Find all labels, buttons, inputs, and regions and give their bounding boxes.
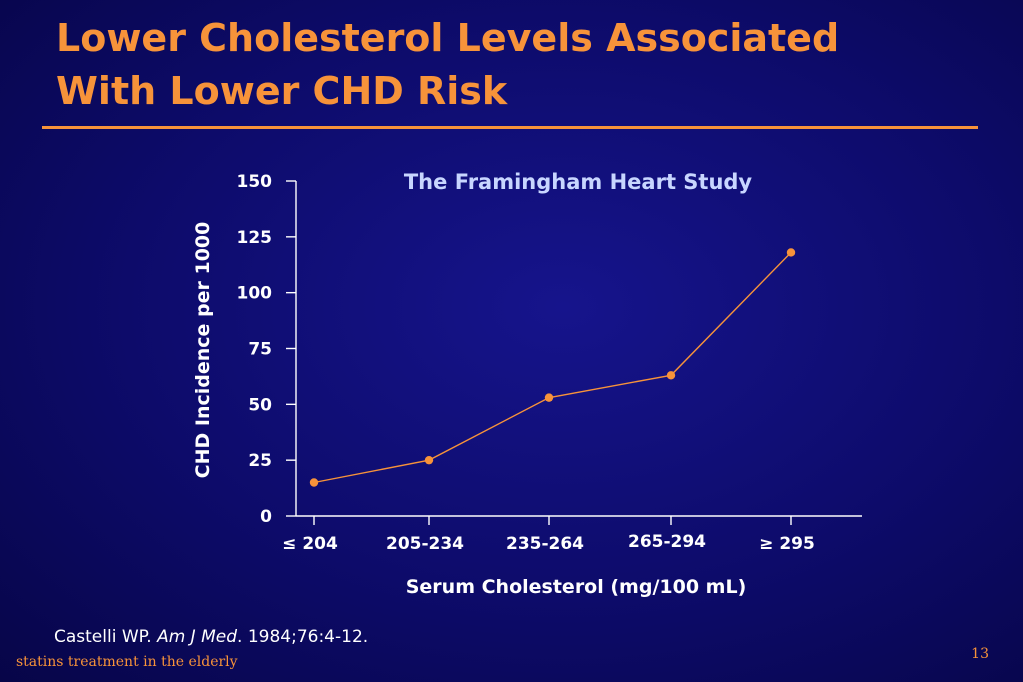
- chart-marks: [309, 248, 796, 487]
- y-tick-label: 50: [248, 395, 272, 415]
- x-tick-label: 205-234: [386, 534, 464, 554]
- title-divider: [42, 126, 978, 129]
- page-number: 13: [971, 646, 989, 662]
- data-point: [666, 371, 676, 380]
- y-tick-label: 125: [237, 228, 273, 248]
- footer-topic: statins treatment in the elderly: [16, 654, 238, 670]
- citation: Castelli WP. Am J Med. 1984;76:4-12.: [54, 627, 368, 647]
- citation-journal: Am J Med: [157, 627, 238, 647]
- x-tick-label: 265-294: [628, 532, 706, 552]
- chart-title: The Framingham Heart Study: [404, 170, 753, 194]
- x-axis-label: Serum Cholesterol (mg/100 mL): [406, 576, 747, 598]
- data-point: [424, 455, 434, 465]
- y-tick-label: 100: [237, 284, 273, 304]
- citation-author: Castelli WP.: [54, 627, 152, 647]
- x-tick-label: ≥ 295: [759, 534, 815, 554]
- data-point: [309, 478, 319, 487]
- y-tick-label: 0: [260, 507, 272, 527]
- y-tick-label: 75: [248, 340, 272, 360]
- y-tick-label: 150: [237, 172, 273, 192]
- x-tick-label: 235-264: [506, 534, 584, 554]
- x-tick-label: ≤ 204: [282, 534, 338, 554]
- data-point: [786, 248, 796, 257]
- series-line: [313, 251, 792, 484]
- y-tick-label: 25: [248, 451, 272, 471]
- slide-title-line1: Lower Cholesterol Levels Associated: [56, 16, 840, 60]
- chart-axes: 0 25 50 75 100 125 150 ≤ 204 205-234 235-264 265-2…: [237, 172, 862, 554]
- y-axis-label: CHD Incidence per 1000: [192, 222, 214, 479]
- citation-details: . 1984;76:4-12.: [237, 627, 369, 647]
- slide-title-line2: With Lower CHD Risk: [56, 69, 508, 113]
- data-point: [544, 393, 554, 402]
- slide-title: Lower Cholesterol Levels Associated With…: [56, 12, 839, 118]
